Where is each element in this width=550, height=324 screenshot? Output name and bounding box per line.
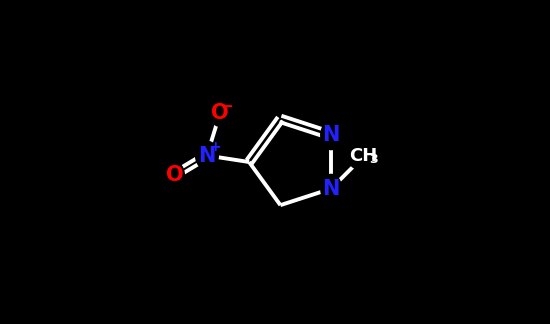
Text: N: N (198, 145, 216, 166)
Ellipse shape (196, 141, 218, 170)
Ellipse shape (321, 121, 342, 150)
Text: CH: CH (349, 147, 378, 165)
Ellipse shape (348, 142, 380, 170)
Ellipse shape (165, 162, 184, 188)
Text: 3: 3 (370, 153, 378, 166)
Ellipse shape (321, 174, 342, 203)
Ellipse shape (210, 100, 230, 126)
Text: O: O (211, 103, 229, 123)
Text: −: − (221, 99, 233, 114)
Text: N: N (322, 125, 340, 145)
Text: N: N (322, 179, 340, 199)
Text: O: O (166, 165, 183, 185)
Text: +: + (209, 140, 221, 155)
